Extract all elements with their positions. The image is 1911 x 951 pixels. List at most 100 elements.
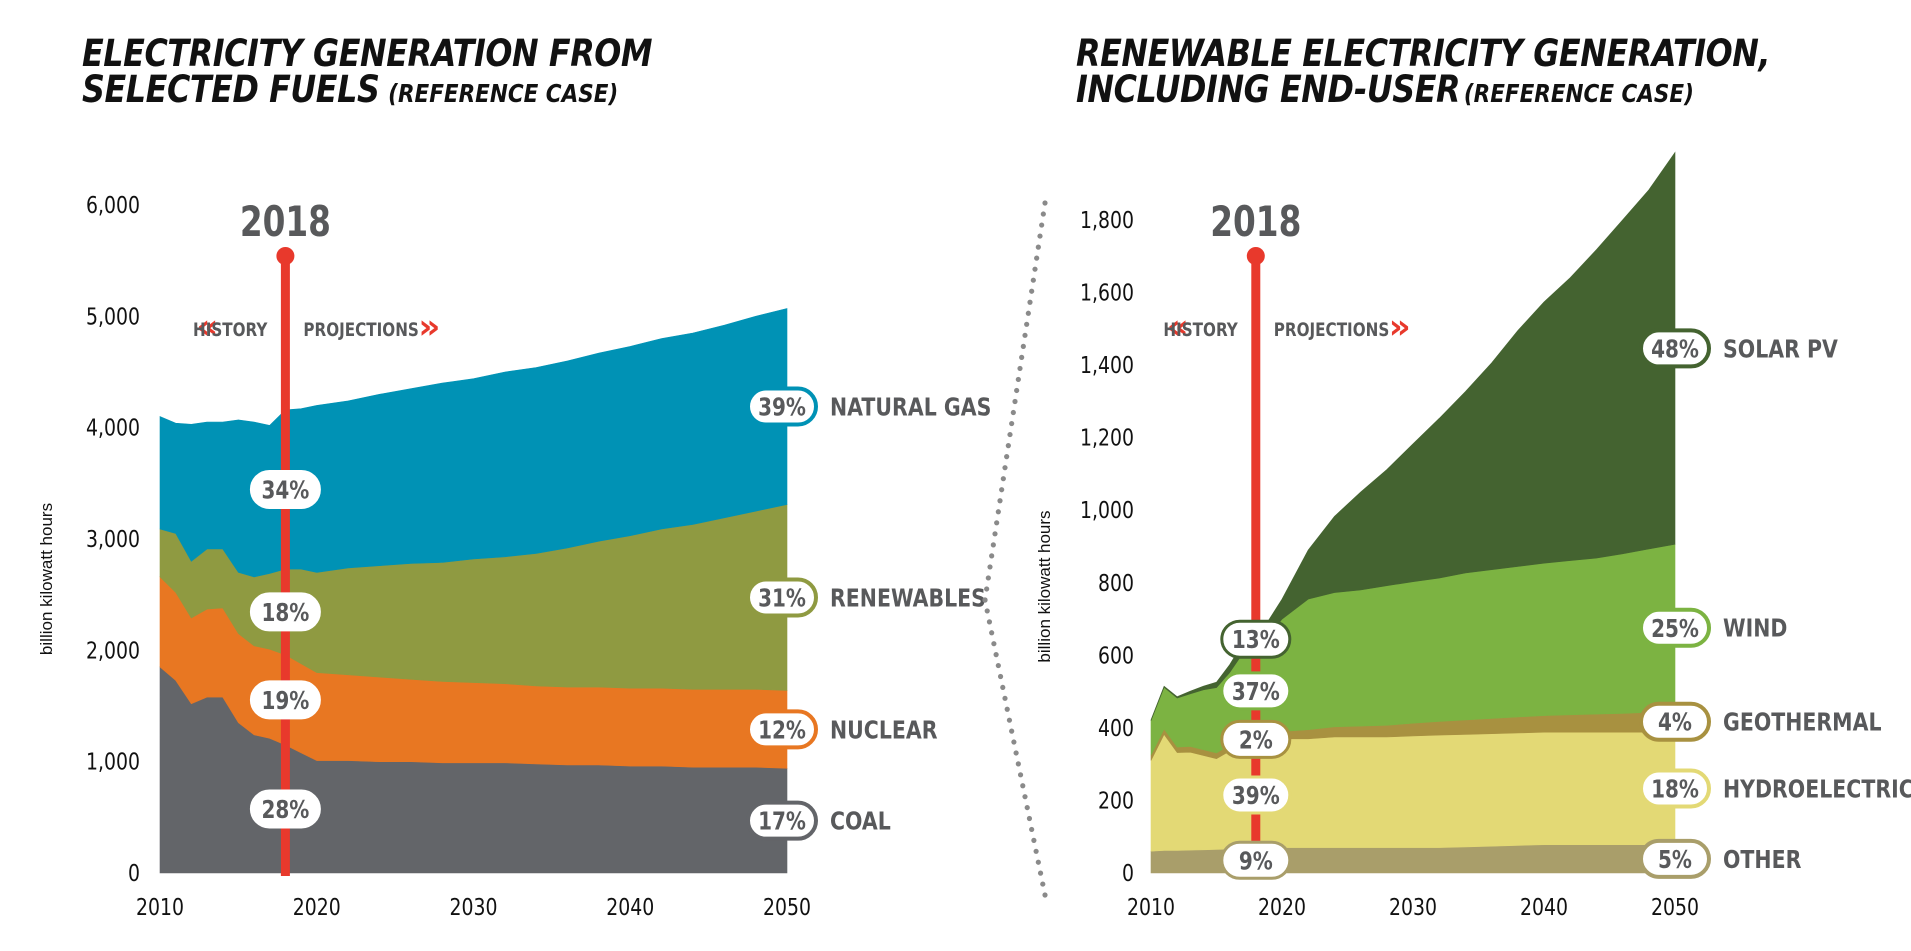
separator-dot	[989, 630, 995, 636]
separator-dot	[1004, 706, 1010, 712]
history-arrow-icon: «	[196, 307, 218, 347]
separator-dot	[1007, 431, 1013, 438]
chart-title-electricity-generation: ELECTRICITY GENERATION FROM SELECTED FUE…	[82, 35, 667, 108]
separator-dot	[1022, 794, 1028, 800]
chart-2: 0 200 400 600 800 1,000 1,200 1,400 1,600 1,800 20…	[1035, 151, 1911, 920]
separator-dot	[994, 520, 1000, 526]
y-tick-label: 1,800	[1080, 206, 1134, 233]
badge-pill	[1639, 701, 1711, 742]
badge-value: 17%	[758, 808, 806, 837]
legend-renewables: RENEWABLES	[830, 585, 986, 613]
badge-renewables-2018: 18%	[249, 592, 321, 632]
badge-coal-2018: 28%	[249, 789, 321, 829]
separator-dot	[1024, 804, 1030, 811]
y-tick-label: 1,400	[1080, 351, 1134, 378]
badge-value: 2%	[1239, 726, 1273, 755]
badge-nuclear-2018: 19%	[249, 680, 321, 720]
separator-dot	[1004, 454, 1010, 460]
separator-dot	[995, 662, 1001, 669]
y-tick-label: 800	[1098, 569, 1134, 596]
history-arrow-icon: «	[1167, 307, 1189, 347]
badge-value: 39%	[1232, 782, 1280, 811]
separator-dot	[1042, 892, 1048, 898]
y-axis-label: billion kilowatt hours	[37, 503, 56, 655]
marker-2018-label: 2018	[240, 197, 331, 246]
badge-value: 18%	[261, 599, 309, 628]
separator-dot	[984, 608, 990, 614]
separator-dot	[992, 531, 998, 537]
x-tick-label: 2040	[1520, 893, 1568, 920]
marker-2018-dot	[276, 247, 295, 265]
separator-dot	[1013, 750, 1019, 756]
separator-dot	[1009, 420, 1015, 427]
legend-natural-gas: NATURAL GAS	[830, 394, 991, 422]
separator-dot	[1037, 233, 1043, 239]
separator-dot	[987, 564, 993, 570]
separator-dot	[982, 597, 988, 603]
badge-value: 9%	[1239, 847, 1273, 876]
separator-dot	[993, 652, 999, 658]
badge-geothermal-2050: 4%	[1639, 701, 1711, 742]
badge-pill	[1220, 671, 1292, 711]
badge-natural-gas-2018: 34%	[249, 469, 321, 509]
badge-value: 19%	[261, 687, 309, 716]
separator-dot	[1012, 398, 1018, 405]
x-tick-label: 2010	[136, 893, 184, 920]
separator-dot	[1006, 717, 1013, 723]
y-tick-label: 0	[128, 859, 140, 886]
badge-solar-pv-2018: 13%	[1220, 619, 1292, 659]
badge-coal-2050: 17%	[746, 800, 818, 841]
badge-pill	[1639, 607, 1711, 648]
x-tick-label: 2010	[1127, 893, 1175, 920]
badge-pill	[1220, 719, 1292, 759]
separator-dot	[1037, 870, 1044, 876]
separator-dot	[1035, 859, 1041, 865]
badge-value: 18%	[1651, 775, 1699, 804]
separator-dot	[1020, 343, 1026, 349]
separator-dot	[1040, 211, 1046, 217]
separator-dot	[990, 542, 996, 548]
separator-dot	[1025, 310, 1031, 316]
badge-renewables-2050: 31%	[746, 577, 818, 618]
separator-dot	[1032, 266, 1038, 272]
separator-dot	[1031, 837, 1037, 843]
badge-value: 5%	[1658, 846, 1692, 875]
chart-subtitle: (Reference Case)	[388, 79, 619, 108]
separator-dot	[985, 575, 991, 581]
separator-dot	[1035, 244, 1041, 250]
badge-pill	[1639, 768, 1711, 809]
separator-dot	[1015, 376, 1021, 383]
y-axis-label: billion kilowatt hours	[1035, 510, 1054, 662]
x-tick-label: 2030	[1389, 893, 1437, 920]
x-tick-label: 2040	[606, 893, 654, 920]
separator-dot	[1040, 881, 1046, 887]
separator-dot	[1000, 476, 1006, 482]
badge-value: 34%	[261, 476, 309, 505]
legend-geothermal: GEOTHERMAL	[1723, 709, 1882, 737]
separator-dot	[1022, 332, 1028, 338]
badge-value: 48%	[1651, 335, 1699, 364]
badge-other-2050: 5%	[1639, 838, 1711, 879]
separator-dot	[991, 641, 997, 647]
projections-label: PROJECTIONS	[303, 319, 418, 341]
separator-dot	[999, 487, 1005, 493]
chart-title-renewable-generation: RENEWABLE ELECTRICITY GENERATION, INCLUD…	[1076, 35, 1781, 108]
separator-dot	[1029, 288, 1035, 294]
legend-wind: WIND	[1723, 615, 1787, 643]
badge-pill	[249, 592, 321, 632]
separator-dot	[1029, 826, 1035, 833]
badge-natural-gas-2050: 39%	[746, 386, 818, 427]
history-label: HISTORY	[1163, 319, 1238, 341]
badge-value: 12%	[758, 716, 806, 745]
badge-pill	[746, 386, 818, 427]
y-tick-label: 6,000	[86, 191, 140, 218]
badge-pill	[746, 800, 818, 841]
x-tick-label: 2020	[1258, 893, 1306, 920]
badge-wind-2050: 25%	[1639, 607, 1711, 648]
badge-pill	[1639, 328, 1711, 369]
separator-dot	[995, 509, 1001, 515]
separator-dot	[1033, 848, 1039, 854]
x-tick-label: 2050	[1651, 893, 1699, 920]
separator-dot	[1017, 772, 1024, 778]
